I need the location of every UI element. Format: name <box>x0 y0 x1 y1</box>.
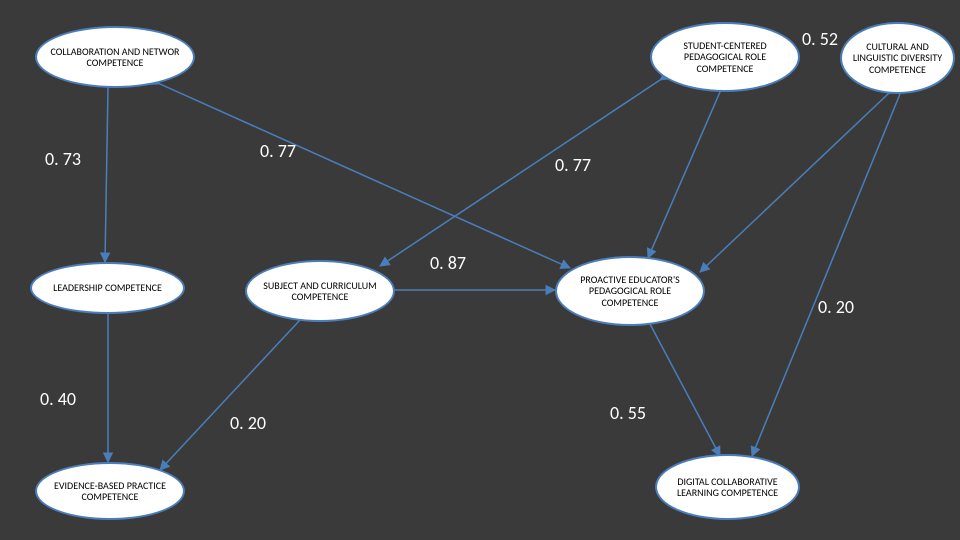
edge-weight-087: 0. 87 <box>430 252 466 274</box>
node-student-centered: STUDENT-CENTERED PEDAGOGICAL ROLE COMPET… <box>650 22 800 92</box>
node-subject-curriculum: SUBJECT AND CURRICULUM COMPETENCE <box>245 260 395 322</box>
edge-weight-077b: 0. 77 <box>555 154 591 176</box>
node-evidence-based: EVIDENCE-BASED PRACTICE COMPETENCE <box>35 462 185 520</box>
edge-weight-020b: 0. 20 <box>230 412 266 434</box>
node-proactive-educator: PROACTIVE EDUCATOR'S PEDAGOGICAL ROLE CO… <box>555 256 705 326</box>
edge-weight-073: 0. 73 <box>45 148 81 170</box>
edge-weight-055: 0. 55 <box>610 402 646 424</box>
node-cultural-diversity: CULTURAL AND LINGUISTIC DIVERSITY COMPET… <box>840 22 955 94</box>
edge-weight-077a: 0. 77 <box>260 140 296 162</box>
edge-weight-020a: 0. 20 <box>818 296 854 318</box>
node-leadership: LEADERSHIP COMPETENCE <box>30 262 185 314</box>
edge-weight-040: 0. 40 <box>40 388 76 410</box>
edge-weight-052: 0. 52 <box>802 28 838 50</box>
node-collaboration: COLLABORATION AND NETWOR COMPETENCE <box>35 26 195 88</box>
node-digital-collaborative: DIGITAL COLLABORATIVE LEARNING COMPETENC… <box>655 454 800 520</box>
diagram-canvas: COLLABORATION AND NETWOR COMPETENCE STUD… <box>0 0 960 540</box>
